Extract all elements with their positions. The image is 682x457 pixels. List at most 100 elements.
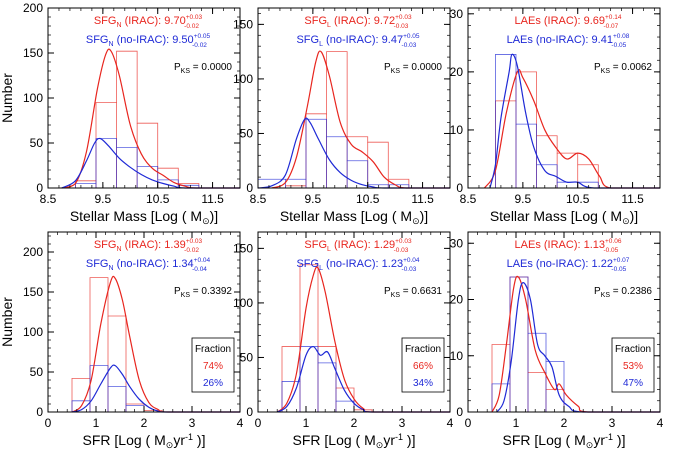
x-axis-label: SFR [Log ( M⊙yr-1 )] <box>293 432 416 450</box>
legend-err-plus: +0.06 <box>605 238 622 245</box>
y-tick-label: 0 <box>36 181 43 195</box>
pks-value: = 0.6631 <box>400 286 442 297</box>
legend-err-plus: +0.04 <box>403 257 420 264</box>
legend-err-plus: +0.08 <box>613 33 630 40</box>
fraction-box <box>401 337 445 393</box>
x-label-exp: -1 <box>395 432 403 442</box>
x-tick-label: 8.5 <box>40 192 57 206</box>
kde-curve-noirac <box>257 117 450 189</box>
x-label-sun: ⊙ <box>376 440 384 450</box>
x-tick-label: 9.5 <box>95 192 112 206</box>
x-label-exp: -1 <box>605 432 613 442</box>
fraction-box <box>191 337 235 393</box>
legend-irac: SFGN (IRAC): 9.70+0.03 -0.02 <box>94 14 203 30</box>
legend-err-minus: -0.03 <box>394 247 409 254</box>
y-tick-label: 10 <box>450 349 464 363</box>
legend-err-minus: -0.02 <box>184 247 199 254</box>
legend-noirac: SFGN (no-IRAC): 9.50+0.05 -0.02 <box>86 33 211 49</box>
x-label-unit: yr <box>593 432 605 448</box>
kde-curve-noirac <box>71 364 240 413</box>
legend-err-minus: -0.02 <box>184 23 199 30</box>
x-tick-label: 11.5 <box>621 192 644 206</box>
legend-name: SFG <box>86 258 109 270</box>
y-tick-label: 100 <box>233 72 253 86</box>
pks-value: = 0.0000 <box>190 62 232 73</box>
pks-annotation: PKS = 0.6631 <box>384 286 442 299</box>
legend-sub: N <box>109 265 114 272</box>
legend-err-minus: -0.05 <box>611 42 626 49</box>
x-tick-label: 4 <box>447 416 454 430</box>
y-tick-label: 150 <box>233 17 253 31</box>
x-axis-label: Stellar Mass [Log ( M⊙)] <box>490 208 638 226</box>
legend-name: SFG <box>304 15 327 27</box>
x-label-sun: ⊙ <box>202 216 210 226</box>
x-tick-label: 1 <box>303 416 310 430</box>
fraction-noirac: 26% <box>203 378 223 389</box>
pks-sub: KS <box>601 292 611 299</box>
legend-err-minus: -0.05 <box>611 266 626 273</box>
y-tick-label: 0 <box>36 405 43 419</box>
legend-noirac: SFGL (no-IRAC): 1.23+0.04 -0.03 <box>296 257 419 273</box>
y-tick-label: 0 <box>456 181 463 195</box>
x-tick-label: 0 <box>45 416 52 430</box>
legend-name: SFG <box>296 34 319 46</box>
y-tick-label: 30 <box>450 236 464 250</box>
legend-name: SFG <box>304 239 327 251</box>
x-tick-label: 2 <box>351 416 358 430</box>
x-label-main: Stellar Mass [Log ( M <box>490 208 622 224</box>
legend-value: (no-IRAC): 1.23 <box>323 258 403 270</box>
y-tick-label: 150 <box>233 241 253 255</box>
pks-sub: KS <box>391 68 401 75</box>
legend-irac: LAEs (IRAC): 1.13+0.06 -0.05 <box>515 238 622 254</box>
y-tick-label: 200 <box>23 245 43 259</box>
x-tick-label: 3 <box>609 416 616 430</box>
axes-frame <box>467 7 661 189</box>
y-axis-label: Number <box>0 73 15 123</box>
x-axis-label: SFR [Log ( M⊙yr-1 )] <box>83 432 206 450</box>
legend-sub: N <box>116 246 121 253</box>
y-tick-label: 30 <box>450 7 464 21</box>
y-tick-label: 50 <box>30 136 44 150</box>
x-label-sun: ⊙ <box>622 216 630 226</box>
axes-frame <box>257 7 451 189</box>
pks-annotation: PKS = 0.0000 <box>384 62 442 75</box>
legend-value: (no-IRAC): 9.47 <box>323 34 403 46</box>
x-label-main: SFR [Log ( M <box>503 432 586 448</box>
fraction-irac: 53% <box>623 361 643 372</box>
x-tick-label: 0 <box>255 416 262 430</box>
y-tick-label: 10 <box>450 123 464 137</box>
x-tick-label: 11.5 <box>411 192 434 206</box>
histogram-noirac <box>257 118 410 188</box>
x-axis-label: Stellar Mass [Log ( M⊙)] <box>70 208 218 226</box>
legend-noirac: LAEs (no-IRAC): 9.41+0.08 -0.05 <box>507 33 630 49</box>
y-tick-label: 50 <box>240 126 254 140</box>
legend-value: (IRAC): 1.29 <box>331 239 395 251</box>
legend-noirac: SFGL (no-IRAC): 9.47+0.05 -0.03 <box>296 33 419 49</box>
x-label-tail: )] <box>193 432 205 448</box>
y-tick-label: 150 <box>23 285 43 299</box>
y-tick-label: 0 <box>456 405 463 419</box>
legend-err-minus: -0.07 <box>603 23 618 30</box>
pks-value: = 0.2386 <box>610 286 652 297</box>
legend-sub: L <box>319 265 323 272</box>
legend-err-minus: -0.03 <box>394 23 409 30</box>
pks-label: P <box>594 286 601 297</box>
fraction-irac: 66% <box>413 361 433 372</box>
x-label-sun: ⊙ <box>586 440 594 450</box>
kde-curve-noirac <box>61 137 240 189</box>
y-tick-label: 100 <box>233 296 253 310</box>
x-label-unit: yr <box>173 432 185 448</box>
x-label-main: SFR [Log ( M <box>83 432 166 448</box>
kde-curve-irac <box>271 50 450 189</box>
pks-sub: KS <box>181 292 191 299</box>
legend-err-plus: +0.05 <box>194 33 211 40</box>
legend-irac: SFGL (IRAC): 9.72+0.03 -0.03 <box>304 14 412 30</box>
legend-err-plus: +0.03 <box>186 14 203 21</box>
x-label-sun: ⊙ <box>412 216 420 226</box>
legend-err-minus: -0.05 <box>603 247 618 254</box>
x-label-unit: yr <box>383 432 395 448</box>
fraction-title: Fraction <box>195 344 231 355</box>
